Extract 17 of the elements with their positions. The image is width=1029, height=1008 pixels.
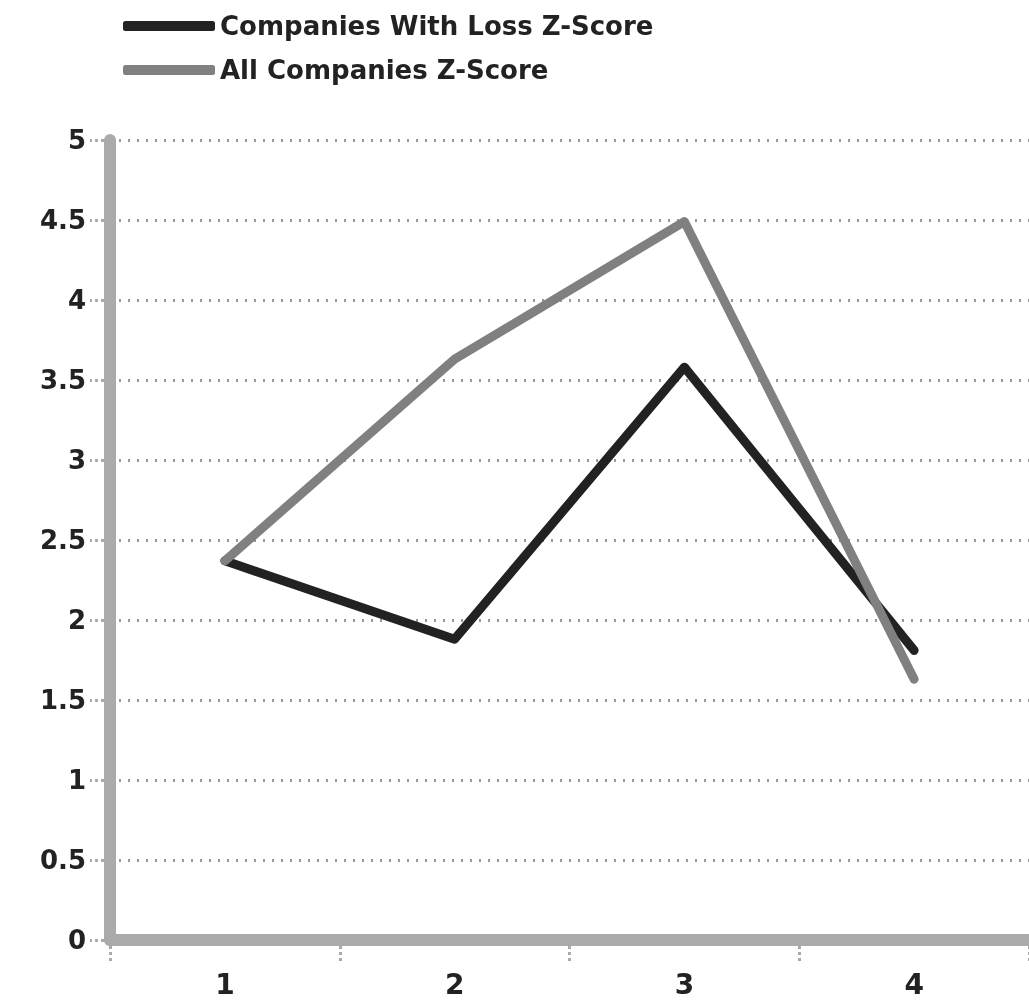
y-tick-label: 2: [67, 605, 86, 635]
y-tick-label: 1.5: [39, 685, 86, 715]
y-tick-label: 1: [67, 765, 86, 795]
y-tick-label: 3: [67, 445, 86, 475]
x-tick-label: 3: [674, 967, 695, 1001]
legend-label: All Companies Z-Score: [220, 55, 549, 85]
y-tick-label: 4: [67, 285, 86, 315]
y-tick-label: 4.5: [39, 205, 86, 235]
y-tick-label: 2.5: [39, 525, 86, 555]
y-tick-label: 0.5: [39, 845, 86, 875]
y-tick-label: 0: [67, 925, 86, 955]
y-tick-label: 5: [67, 125, 86, 155]
x-tick-label: 4: [904, 967, 924, 1001]
x-tick-label: 1: [215, 967, 235, 1001]
y-tick-label: 3.5: [39, 365, 86, 395]
x-tick-label: 2: [444, 967, 465, 1001]
legend-label: Companies With Loss Z-Score: [220, 11, 654, 41]
